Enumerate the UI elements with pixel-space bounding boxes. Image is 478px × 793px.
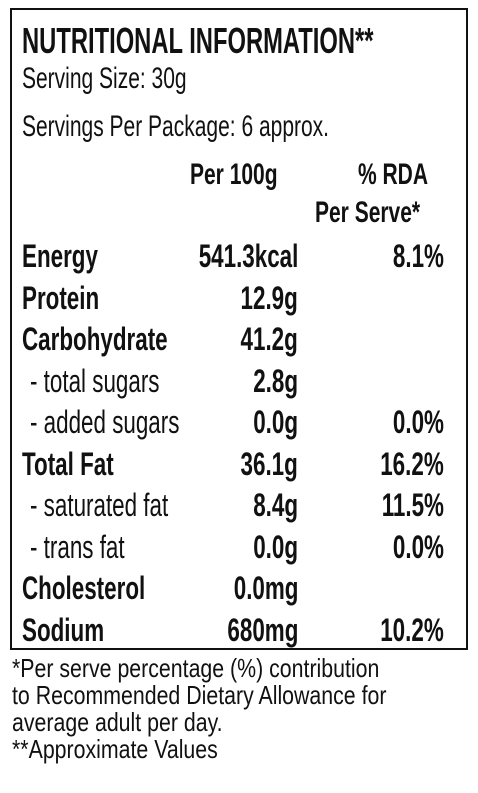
table-row: - added sugars 0.0g 0.0% bbox=[12, 404, 466, 444]
nutrient-name: - trans fat bbox=[30, 528, 125, 565]
column-header-per100g: Per 100g bbox=[190, 158, 278, 191]
per100g-value: 541.3kcal bbox=[198, 238, 298, 274]
table-row: Sodium 680mg 10.2% bbox=[12, 612, 466, 652]
footnote: *Per serve percentage (%) contribution t… bbox=[12, 655, 472, 763]
nutrient-name: Cholesterol bbox=[22, 570, 146, 606]
per100g-value: 0.0g bbox=[253, 404, 298, 440]
footnote-line: *Per serve percentage (%) contribution bbox=[12, 653, 380, 683]
column-header-rda-per-serve: Per Serve* bbox=[315, 196, 421, 229]
rda-value: 16.2% bbox=[380, 445, 444, 482]
table-row: - total sugars 2.8g bbox=[12, 363, 466, 403]
rda-value: 11.5% bbox=[381, 487, 444, 523]
rda-value: 8.1% bbox=[392, 238, 444, 274]
nutrient-name: - total sugars bbox=[30, 362, 160, 399]
per100g-value: 41.2g bbox=[240, 321, 298, 357]
footnote-line: to Recommended Dietary Allowance for bbox=[12, 680, 387, 710]
rda-value: 10.2% bbox=[380, 611, 444, 648]
table-row: Energy 541.3kcal 8.1% bbox=[12, 238, 466, 278]
table-row: Carbohydrate 41.2g bbox=[12, 321, 466, 361]
per100g-value: 0.0g bbox=[253, 528, 298, 565]
nutrient-name: Protein bbox=[22, 279, 100, 316]
table-row: Protein 12.9g bbox=[12, 280, 466, 320]
per100g-value: 12.9g bbox=[240, 279, 298, 316]
table-row: - saturated fat 8.4g 11.5% bbox=[12, 487, 466, 527]
label-title: NUTRITIONAL INFORMATION** bbox=[22, 20, 374, 61]
nutrient-name: Total Fat bbox=[22, 445, 114, 482]
table-row: Total Fat 36.1g 16.2% bbox=[12, 446, 466, 486]
footnote-line: average adult per day. bbox=[12, 707, 223, 737]
servings-per-package: Servings Per Package: 6 approx. bbox=[22, 110, 330, 143]
footnote-line: **Approximate Values bbox=[12, 734, 218, 764]
column-header-rda: % RDA bbox=[358, 158, 429, 191]
rda-value: 0.0% bbox=[392, 528, 444, 565]
serving-size: Serving Size: 30g bbox=[22, 62, 187, 95]
nutrient-name: - saturated fat bbox=[30, 487, 169, 523]
nutrition-panel: NUTRITIONAL INFORMATION** Serving Size: … bbox=[10, 8, 468, 650]
table-row: - trans fat 0.0g 0.0% bbox=[12, 529, 466, 569]
nutrient-name: - added sugars bbox=[30, 404, 180, 440]
nutrient-name: Energy bbox=[22, 238, 98, 274]
nutrient-name: Sodium bbox=[22, 611, 105, 648]
per100g-value: 0.0mg bbox=[233, 570, 298, 606]
rda-value: 0.0% bbox=[392, 404, 444, 440]
per100g-value: 680mg bbox=[227, 611, 298, 648]
per100g-value: 8.4g bbox=[253, 487, 298, 523]
nutrient-name: Carbohydrate bbox=[22, 321, 168, 357]
table-row: Cholesterol 0.0mg bbox=[12, 570, 466, 610]
per100g-value: 36.1g bbox=[240, 445, 298, 482]
per100g-value: 2.8g bbox=[253, 362, 298, 399]
